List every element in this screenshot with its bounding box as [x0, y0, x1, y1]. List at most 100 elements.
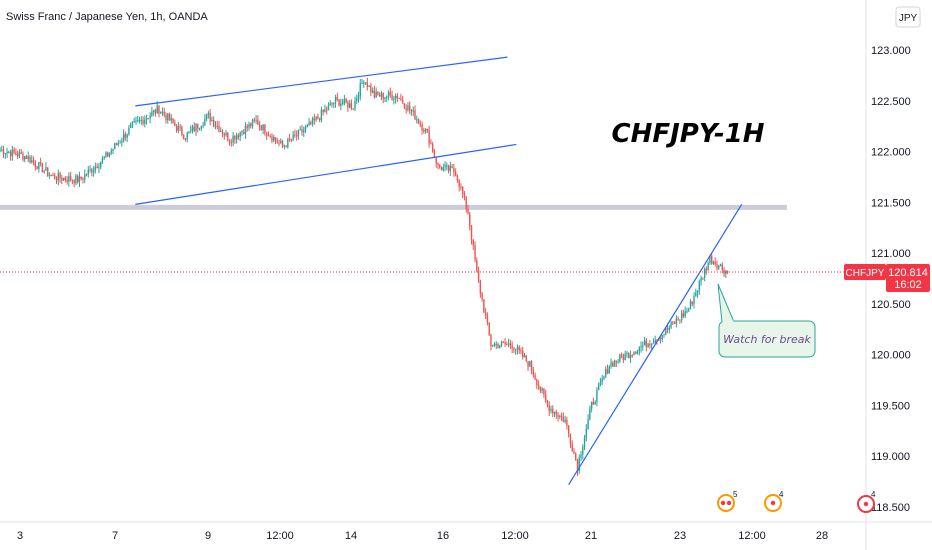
candle-body	[221, 130, 224, 135]
annotation-title[interactable]: CHFJPY-1H	[612, 119, 765, 149]
callout-box[interactable]	[718, 320, 816, 358]
callout[interactable]: Watch for break	[717, 283, 816, 358]
candle-body	[331, 103, 333, 105]
time-axis-ticks: 3 7 9 12:00 14 16 12:00 21 23 12:00 28	[17, 530, 828, 542]
candle-body	[474, 245, 476, 261]
candle-body	[105, 152, 107, 157]
candle-body	[66, 179, 68, 182]
resistance-band[interactable]	[0, 204, 787, 210]
currency-button[interactable]: JPY	[895, 6, 921, 28]
candle-body	[154, 110, 157, 114]
event-badge-2[interactable]: 4	[764, 490, 784, 512]
event-badge-1-ring[interactable]	[717, 494, 735, 512]
time-tick-label: 14	[345, 530, 357, 542]
candle-body	[688, 309, 690, 312]
candle-body	[627, 352, 630, 359]
candle-body	[631, 354, 633, 356]
candle-body	[714, 261, 716, 265]
candle-body	[675, 318, 678, 324]
candle-body	[576, 460, 579, 471]
resistance-level[interactable]	[0, 204, 787, 210]
candle-body	[0, 149, 1, 152]
price-tag-box[interactable]	[886, 264, 930, 293]
candle-body	[264, 124, 266, 134]
candle-body	[186, 132, 188, 140]
time-tick-label: 21	[585, 530, 597, 542]
candle-body	[145, 118, 148, 120]
candle-body	[530, 361, 533, 371]
candle-body	[497, 343, 499, 348]
candle-body	[80, 176, 82, 179]
candle-body	[541, 388, 543, 391]
candle-body	[237, 135, 240, 137]
candle-body	[603, 376, 605, 379]
candle-body	[214, 125, 217, 127]
candle-body	[488, 322, 490, 335]
candle-body	[348, 103, 351, 108]
candle-body	[41, 163, 44, 173]
event-badge-3[interactable]: 4	[857, 490, 876, 513]
candle-body	[380, 92, 383, 97]
candle-body	[241, 131, 243, 133]
candle-body	[613, 360, 616, 367]
candle-body	[82, 178, 84, 180]
candle-body	[230, 142, 233, 144]
candle-body	[437, 163, 439, 165]
candle-body	[91, 169, 93, 173]
candle-body	[248, 123, 250, 128]
candle-body	[384, 97, 386, 99]
candle-body	[499, 345, 501, 348]
candle-body	[477, 270, 480, 281]
candle-body	[8, 151, 10, 153]
candle-body	[43, 170, 45, 173]
candle-body	[20, 152, 22, 154]
candle-body	[149, 115, 151, 119]
candle-body	[341, 103, 344, 105]
candle-body	[179, 126, 181, 128]
candle-body	[363, 82, 365, 84]
trendline[interactable]	[568, 204, 743, 485]
candle-body	[288, 138, 291, 140]
channel-lower-line[interactable]	[135, 143, 517, 205]
candle-body	[27, 156, 29, 160]
candle-body	[483, 299, 485, 313]
candle-body	[246, 126, 248, 128]
candle-body	[553, 411, 556, 414]
candle-body	[175, 125, 178, 131]
candle-body	[55, 179, 58, 181]
candle-body	[500, 341, 503, 346]
symbol-title[interactable]: Swiss Franc / Japanese Yen, 1h, OANDA	[6, 11, 208, 23]
candle-body	[502, 341, 505, 343]
candle-body	[435, 157, 437, 164]
candle-body	[550, 408, 552, 412]
candle-body	[537, 385, 540, 387]
candle-body	[103, 156, 105, 159]
callout-pointer-join	[722, 320, 734, 323]
event-badge-1-dot-a	[720, 500, 726, 506]
drawn-lines[interactable]	[135, 56, 743, 485]
candle-body	[190, 130, 192, 132]
candle-body	[652, 342, 655, 344]
candle-body	[152, 110, 155, 112]
candle-body	[327, 105, 330, 111]
symbol-tag-box[interactable]	[844, 264, 886, 281]
candle-body	[356, 98, 358, 102]
candle-body	[364, 82, 367, 84]
candle-body	[87, 169, 89, 175]
candle-body	[197, 123, 199, 129]
candle-body	[119, 142, 121, 144]
candle-body	[220, 130, 222, 132]
candle-body	[50, 174, 52, 176]
currency-button-box[interactable]	[895, 6, 921, 28]
candle-body	[265, 133, 268, 136]
candle-body	[112, 149, 114, 151]
event-badge-1[interactable]: 5	[717, 490, 738, 512]
candle-body	[702, 277, 704, 279]
event-badge-2-count: 4	[779, 490, 784, 499]
candle-body	[514, 349, 517, 351]
channel-upper-line[interactable]	[135, 56, 508, 107]
last-price-label[interactable]: CHFJPY 120.814 16:02	[844, 264, 930, 293]
currency-button-label[interactable]: JPY	[899, 13, 918, 24]
